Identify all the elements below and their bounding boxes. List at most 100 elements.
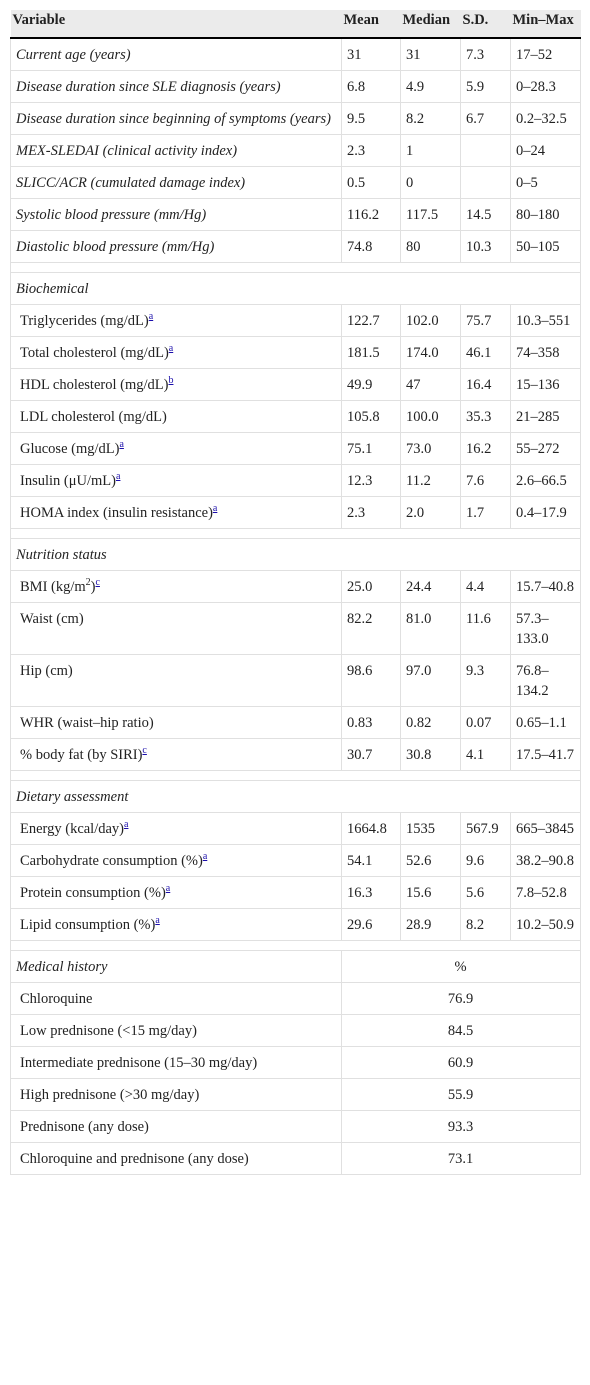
value-cell: 2.3: [341, 496, 401, 529]
value-cell: 17–52: [510, 37, 581, 71]
label-text: WHR (waist–hip ratio): [20, 715, 154, 731]
footnote-link: a: [155, 915, 160, 927]
section-title: Biochemical: [10, 272, 581, 305]
value-header: %: [341, 950, 581, 983]
label-text: SLICC/ACR (cumulated damage index): [16, 175, 246, 191]
row-label: Total cholesterol (mg/dL)a: [10, 336, 342, 369]
footnote-link: c: [95, 577, 100, 589]
value-cell: 1535: [400, 812, 461, 845]
footnote-link: c: [142, 745, 147, 757]
section-row: Biochemical: [10, 272, 581, 305]
value-cell: 5.9: [460, 70, 511, 103]
value-cell: 35.3: [460, 400, 511, 433]
label-text: ): [90, 579, 96, 595]
label-text: BMI (kg/m: [20, 579, 86, 595]
value-cell: 29.6: [341, 908, 401, 941]
label-text: Chloroquine: [20, 991, 93, 1007]
footnote-link: a: [119, 439, 124, 451]
value-cell: 0–24: [510, 134, 581, 167]
footnote-link: b: [168, 375, 174, 387]
value-cell: 4.1: [460, 738, 511, 771]
label-text: Current age (years): [16, 47, 131, 63]
value-cell: 105.8: [341, 400, 401, 433]
footnote-link: a: [124, 819, 129, 831]
footnote-link: a: [115, 471, 121, 483]
value-cell: 4.4: [460, 570, 511, 603]
value-cell: 117.5: [400, 198, 461, 231]
label-text: Diastolic blood pressure (mm/Hg): [16, 239, 215, 255]
table-row: Insulin (μU/mL)a 12.3 11.2 7.6 2.6–66.5: [10, 464, 581, 497]
row-label: Carbohydrate consumption (%)a: [10, 844, 342, 877]
value-cell: 0.5: [341, 166, 401, 199]
value-cell: 0–5: [510, 166, 581, 199]
value-cell: 10.2–50.9: [510, 908, 581, 941]
label-text: Waist (cm): [20, 611, 84, 627]
value-cell: 75.7: [460, 304, 511, 337]
value-cell: 11.2: [400, 464, 461, 497]
value-cell: 47: [400, 368, 461, 401]
row-label: Insulin (μU/mL)a: [10, 464, 342, 497]
value-cell: 84.5: [341, 1014, 581, 1047]
section-title: Nutrition status: [10, 538, 581, 571]
value-cell: 122.7: [341, 304, 401, 337]
footnote-link: a: [212, 503, 218, 515]
value-cell: 52.6: [400, 844, 461, 877]
value-cell: 0.82: [400, 706, 461, 739]
value-cell: 174.0: [400, 336, 461, 369]
value-cell: 15.7–40.8: [510, 570, 581, 603]
value-cell: 38.2–90.8: [510, 844, 581, 877]
label-text: Disease duration since SLE diagnosis (ye…: [16, 79, 281, 95]
label-text: Triglycerides (mg/dL): [20, 313, 149, 329]
value-cell: 2.0: [400, 496, 461, 529]
value-cell: 1664.8: [341, 812, 401, 845]
value-cell: 76.8–134.2: [510, 654, 581, 707]
label-text: Intermediate prednisone (15–30 mg/day): [20, 1055, 258, 1071]
data-table: Variable Mean Median S.D. Min–Max Current ag…: [10, 10, 581, 1175]
column-header: Mean: [341, 10, 401, 39]
value-cell: 7.3: [460, 37, 511, 71]
value-cell: 7.8–52.8: [510, 876, 581, 909]
empty-cell: [460, 134, 511, 167]
table-row: Disease duration since beginning of symp…: [10, 102, 581, 135]
row-label: Protein consumption (%)a: [10, 876, 342, 909]
row-label: High prednisone (>30 mg/day): [10, 1078, 342, 1111]
table-row: MEX-SLEDAI (clinical activity index) 2.3 1…: [10, 134, 581, 167]
table-row: Prednisone (any dose) 93.3: [10, 1110, 581, 1143]
value-cell: 80–180: [510, 198, 581, 231]
value-cell: 0–28.3: [510, 70, 581, 103]
empty-cell: [460, 166, 511, 199]
column-header: Min–Max: [510, 10, 581, 39]
value-cell: 31: [341, 37, 401, 71]
value-cell: 74.8: [341, 230, 401, 263]
table-row: Glucose (mg/dL)a 75.1 73.0 16.2 55–272: [10, 432, 581, 465]
value-cell: 12.3: [341, 464, 401, 497]
label-text: Glucose (mg/dL): [20, 441, 120, 457]
footnote-link: a: [168, 343, 174, 355]
section-row: Dietary assessment: [10, 780, 581, 813]
value-cell: 30.7: [341, 738, 401, 771]
row-label: LDL cholesterol (mg/dL): [10, 400, 342, 433]
table-row: Diastolic blood pressure (mm/Hg) 74.8 80 10…: [10, 230, 581, 263]
value-cell: 2.3: [341, 134, 401, 167]
value-cell: 28.9: [400, 908, 461, 941]
section-title: Dietary assessment: [10, 780, 581, 813]
row-label: Chloroquine and prednisone (any dose): [10, 1142, 342, 1175]
row-label: Energy (kcal/day)a: [10, 812, 342, 845]
value-cell: 57.3–133.0: [510, 602, 581, 655]
row-label: Disease duration since SLE diagnosis (ye…: [10, 70, 342, 103]
spacer-row: [10, 940, 581, 951]
value-cell: 75.1: [341, 432, 401, 465]
table-row: HDL cholesterol (mg/dL)b 49.9 47 16.4 15–136: [10, 368, 581, 401]
label-text: LDL cholesterol (mg/dL): [20, 409, 167, 425]
value-cell: 10.3: [460, 230, 511, 263]
section-title: Medical history: [10, 950, 342, 983]
label-text: Total cholesterol (mg/dL): [20, 345, 169, 361]
table-row: Lipid consumption (%)a 29.6 28.9 8.2 10.2–50…: [10, 908, 581, 941]
table-row: Chloroquine 76.9: [10, 982, 581, 1015]
table-row: Carbohydrate consumption (%)a 54.1 52.6 9.6…: [10, 844, 581, 877]
label-text: Lipid consumption (%): [20, 917, 156, 933]
table-row: Systolic blood pressure (mm/Hg) 116.2 117.…: [10, 198, 581, 231]
value-cell: 567.9: [460, 812, 511, 845]
value-cell: 11.6: [460, 602, 511, 655]
value-cell: 16.4: [460, 368, 511, 401]
